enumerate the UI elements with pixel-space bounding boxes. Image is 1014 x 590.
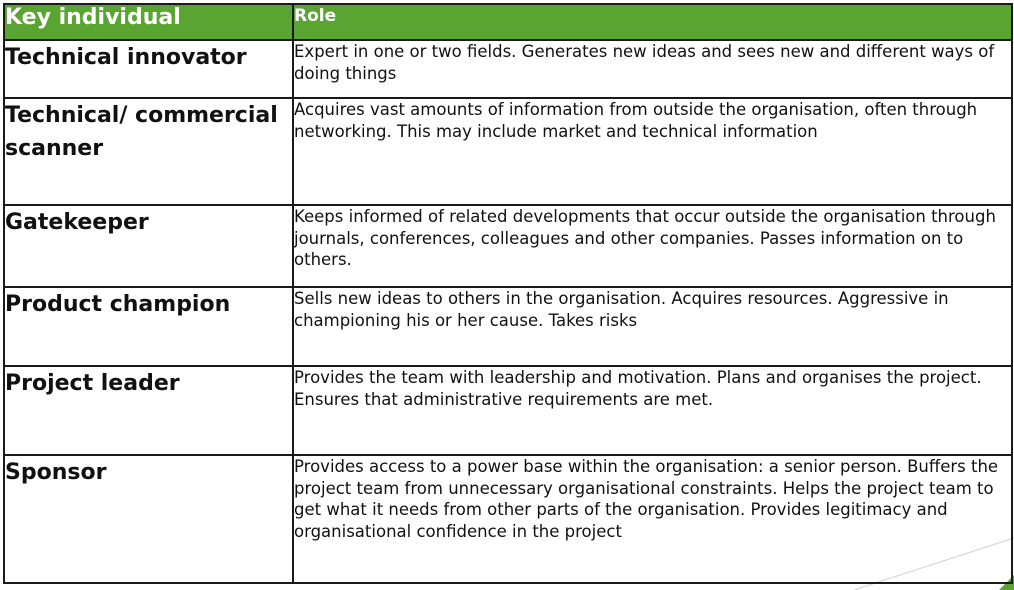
table-row: Project leader Provides the team with le… (3, 365, 1013, 456)
table-row: Product champion Sells new ideas to othe… (3, 286, 1013, 367)
role-cell: Sells new ideas to others in the organis… (292, 286, 1013, 367)
table-row: Sponsor Provides access to a power base … (3, 454, 1013, 584)
header-key-individual: Key individual (3, 3, 294, 41)
role-cell: Acquires vast amounts of information fro… (292, 97, 1013, 206)
key-individuals-table: Key individual Role Technical innovator … (3, 3, 1013, 584)
role-cell: Provides the team with leadership and mo… (292, 365, 1013, 456)
table-row: Technical innovator Expert in one or two… (3, 39, 1013, 99)
table-row: Technical/ commercial scanner Acquires v… (3, 97, 1013, 206)
table-header-row: Key individual Role (3, 3, 1013, 41)
header-role: Role (292, 3, 1013, 41)
key-individual-cell: Project leader (3, 365, 294, 456)
key-individual-cell: Sponsor (3, 454, 294, 584)
key-individual-cell: Product champion (3, 286, 294, 367)
role-cell: Keeps informed of related developments t… (292, 204, 1013, 288)
table-row: Gatekeeper Keeps informed of related dev… (3, 204, 1013, 288)
key-individual-cell: Technical innovator (3, 39, 294, 99)
role-cell: Provides access to a power base within t… (292, 454, 1013, 584)
key-individual-cell: Technical/ commercial scanner (3, 97, 294, 206)
key-individual-cell: Gatekeeper (3, 204, 294, 288)
role-cell: Expert in one or two fields. Generates n… (292, 39, 1013, 99)
